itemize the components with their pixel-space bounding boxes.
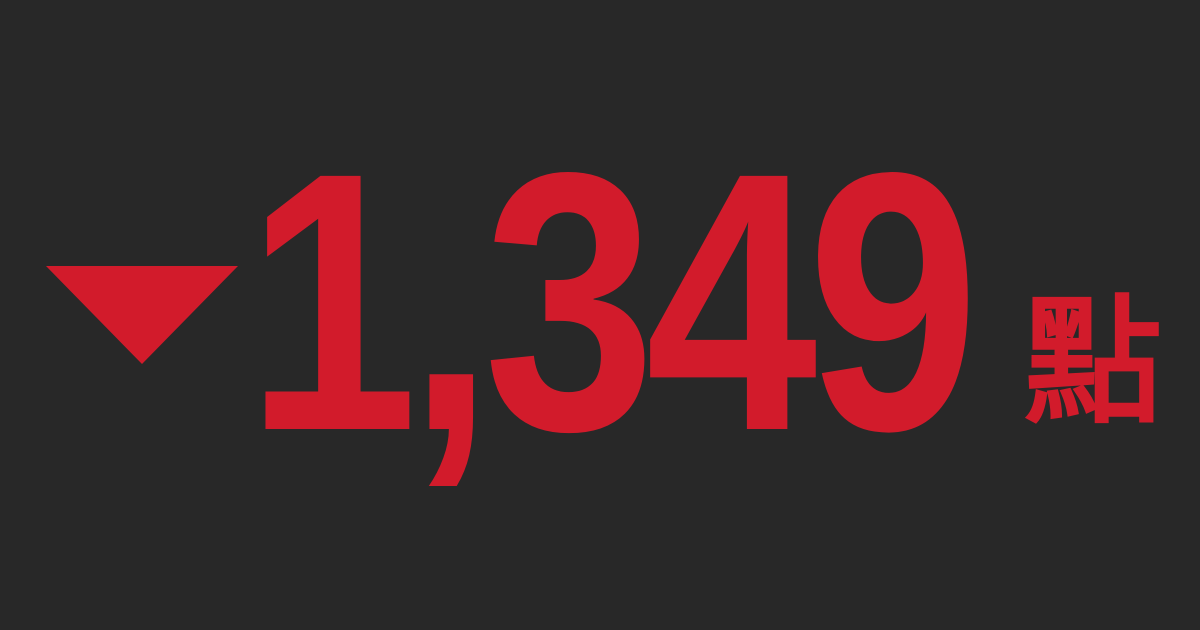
down-triangle-icon [46, 266, 238, 364]
change-unit: 點 [1024, 282, 1163, 443]
change-value: 1,349 [246, 96, 979, 507]
